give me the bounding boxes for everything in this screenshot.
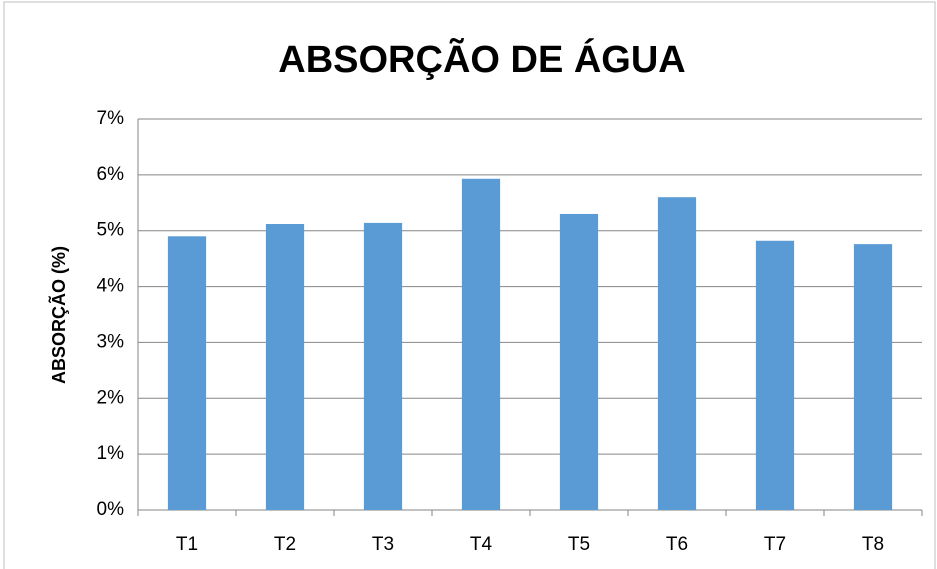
y-tick-label: 7%	[97, 108, 125, 129]
x-tick-label: T5	[568, 534, 590, 555]
bar	[167, 236, 207, 511]
x-tick-label: T6	[666, 534, 688, 555]
x-tick-label: T1	[176, 534, 198, 555]
bar	[265, 224, 305, 511]
y-tick-label: 2%	[97, 387, 125, 408]
bar	[853, 244, 893, 510]
x-tick-label: T4	[470, 534, 493, 555]
bar	[363, 222, 403, 510]
y-tick-label: 3%	[97, 331, 125, 352]
chart-title: ABSORÇÃO DE ÁGUA	[278, 37, 685, 81]
y-axis-label: ABSORÇÃO (%)	[48, 246, 69, 384]
y-tick-label: 5%	[97, 220, 125, 241]
x-tick-label: T2	[274, 534, 296, 555]
bar	[461, 178, 501, 510]
bar	[755, 240, 795, 511]
x-tick-label: T7	[764, 534, 786, 555]
y-tick-label: 0%	[97, 499, 125, 520]
x-tick-label: T3	[372, 534, 394, 555]
bar	[559, 213, 599, 510]
y-tick-label: 6%	[97, 164, 125, 185]
x-tick-label: T8	[862, 534, 884, 555]
bar	[657, 197, 697, 510]
y-tick-label: 1%	[97, 443, 125, 464]
y-tick-label: 4%	[97, 276, 125, 297]
